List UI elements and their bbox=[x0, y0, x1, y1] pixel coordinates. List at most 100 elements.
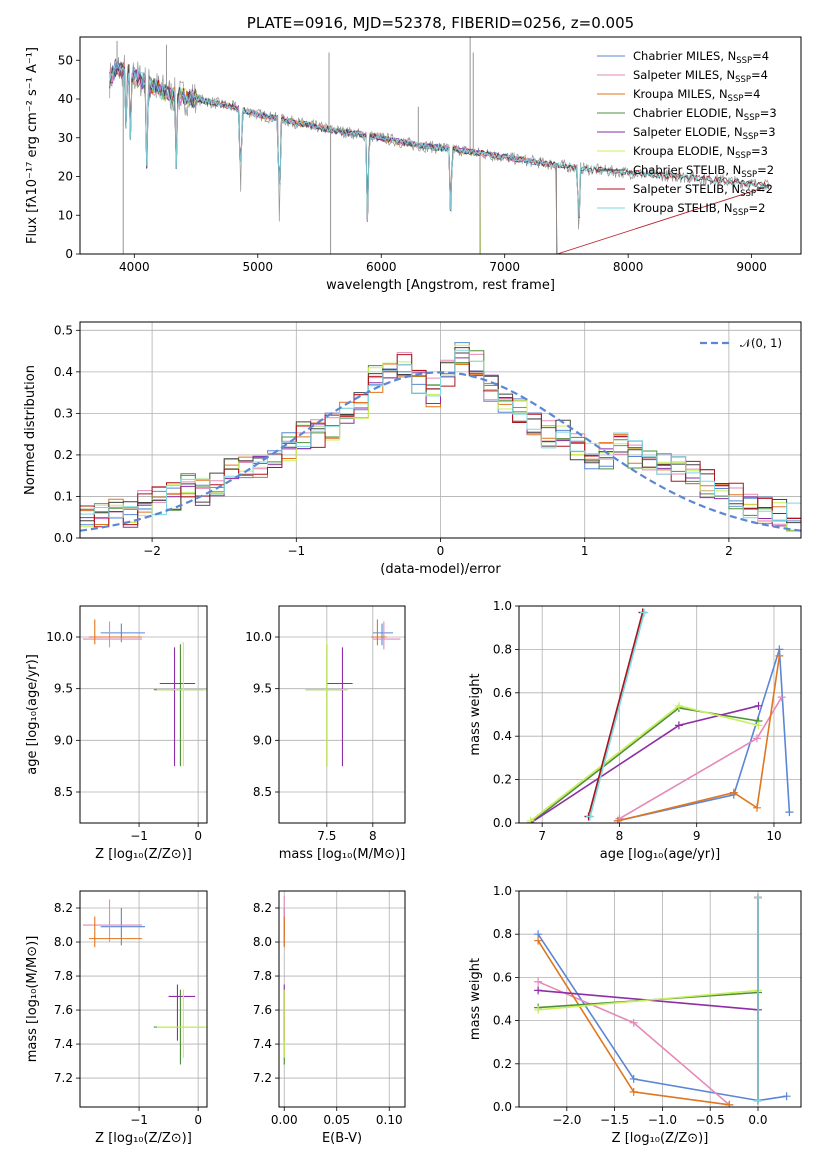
legend-label: Chabrier MILES, NSSP=4 bbox=[633, 49, 769, 66]
chart-title: PLATE=0916, MJD=52378, FIBERID=0256, z=0… bbox=[247, 14, 634, 32]
weight-age-frame bbox=[518, 605, 802, 824]
residuals-plot-area bbox=[80, 342, 801, 532]
weight-marker bbox=[777, 693, 786, 702]
y-tick-label: 10 bbox=[58, 208, 73, 222]
x-tick-label: 8 bbox=[369, 829, 377, 843]
weight-marker bbox=[754, 701, 763, 710]
y-tick-label: 9.0 bbox=[54, 733, 73, 747]
y-tick-label: 30 bbox=[58, 131, 73, 145]
weight-marker bbox=[753, 1096, 762, 1105]
weight-line-chabrier-miles bbox=[537, 933, 787, 1102]
legend-label: Salpeter ELODIE, NSSP=3 bbox=[633, 125, 776, 142]
x-tick-label: 5000 bbox=[243, 260, 274, 274]
x-tick-label: 10 bbox=[766, 829, 781, 843]
x-tick-label: 0.10 bbox=[376, 1113, 403, 1127]
y-tick-label: 8.0 bbox=[253, 935, 272, 949]
weight-marker bbox=[534, 977, 543, 986]
histogram-kroupa-stelib bbox=[80, 349, 801, 522]
weight-marker bbox=[640, 608, 649, 617]
y-tick-label: 40 bbox=[58, 92, 73, 106]
y-axis-label: mass [log₁₀(M/M⊙)] bbox=[25, 936, 40, 1063]
weight-line-kroupa-elodie bbox=[538, 989, 759, 1011]
weight-marker bbox=[629, 1018, 638, 1027]
x-tick-label: 1 bbox=[581, 544, 589, 558]
weight-line-chabrier-elodie bbox=[530, 707, 759, 823]
weight-marker bbox=[613, 816, 622, 823]
legend-label: 𝒩(0, 1) bbox=[740, 336, 782, 350]
age-Z-frame bbox=[79, 605, 208, 824]
weight-line-chabrier-miles bbox=[617, 649, 791, 822]
age-mass-axes: 7.5 8 8.5 9.0 9.5 10.0 mass [log₁₀(M/M⊙)] bbox=[245, 606, 405, 862]
residuals-axes: −2 −1 0 1 2 0.0 0.1 0.2 0.3 0.4 0.5 (data-model)/er… bbox=[23, 322, 801, 577]
weight-line-kroupa-miles bbox=[617, 655, 781, 822]
y-tick-label: 0.4 bbox=[493, 729, 512, 743]
y-tick-label: 10.0 bbox=[245, 630, 272, 644]
weight-marker bbox=[785, 808, 794, 817]
y-tick-label: 0 bbox=[65, 247, 73, 261]
weight-Z-frame bbox=[518, 890, 802, 1108]
y-tick-label: 7.6 bbox=[54, 1003, 73, 1017]
y-tick-label: 9.5 bbox=[54, 682, 73, 696]
y-tick-label: 0.4 bbox=[54, 365, 73, 379]
y-tick-label: 7.8 bbox=[253, 969, 272, 983]
y-tick-label: 0.6 bbox=[493, 686, 512, 700]
mass-ebv-axes: 0.00 0.05 0.10 7.2 7.4 7.6 7.8 8.0 8.2 E(B-V) bbox=[253, 891, 405, 1146]
x-tick-label: −1.5 bbox=[600, 1113, 629, 1127]
weight-Z-plot-area bbox=[534, 893, 791, 1107]
y-tick-label: 8.2 bbox=[54, 901, 73, 915]
y-axis-label: Normed distribution bbox=[23, 365, 38, 495]
y-axis-label: Flux [fλ10⁻¹⁷ erg cm⁻² s⁻¹ A⁻¹] bbox=[25, 47, 40, 244]
weight-marker bbox=[586, 812, 595, 821]
weight-marker bbox=[534, 1005, 543, 1014]
y-tick-label: 9.5 bbox=[253, 682, 272, 696]
x-axis-label: age [log₁₀(age/yr)] bbox=[600, 847, 721, 862]
y-tick-label: 0.4 bbox=[493, 1014, 512, 1028]
y-tick-label: 9.0 bbox=[253, 733, 272, 747]
legend-label: Kroupa STELIB, NSSP=2 bbox=[633, 201, 765, 218]
x-tick-label: 0 bbox=[194, 829, 202, 843]
x-axis-label: wavelength [Angstrom, rest frame] bbox=[326, 278, 555, 293]
x-tick-label: −0.5 bbox=[696, 1113, 725, 1127]
y-axis-label: mass weight bbox=[468, 673, 483, 755]
weight-marker bbox=[526, 816, 535, 823]
y-tick-label: 8.5 bbox=[253, 785, 272, 799]
y-tick-label: 8.2 bbox=[253, 901, 272, 915]
legend-label: Chabrier STELIB, NSSP=2 bbox=[633, 163, 774, 180]
x-tick-label: 8 bbox=[616, 829, 624, 843]
y-tick-label: 0.0 bbox=[493, 1100, 512, 1114]
spectrum-salpeter-elodie-line bbox=[109, 59, 481, 222]
age-Z-plot-area bbox=[82, 619, 207, 767]
y-tick-label: 7.8 bbox=[54, 969, 73, 983]
weight-marker bbox=[674, 721, 683, 730]
legend-label: Salpeter MILES, NSSP=4 bbox=[633, 68, 768, 85]
x-axis-label: mass [log₁₀(M/M⊙)] bbox=[279, 847, 406, 862]
x-axis-label: Z [log₁₀(Z/Z⊙)] bbox=[95, 847, 192, 862]
y-tick-label: 8.5 bbox=[54, 785, 73, 799]
y-tick-label: 0.3 bbox=[54, 406, 73, 420]
weight-line-kroupa-stelib bbox=[589, 612, 645, 817]
x-axis-label: Z [log₁₀(Z/Z⊙)] bbox=[95, 1131, 192, 1146]
x-tick-label: 7 bbox=[538, 829, 546, 843]
x-tick-label: 0.00 bbox=[271, 1113, 298, 1127]
y-tick-label: 1.0 bbox=[493, 599, 512, 613]
weight-marker bbox=[753, 893, 762, 902]
age-mass-plot-area bbox=[305, 619, 401, 767]
mass-ebv-frame bbox=[278, 890, 406, 1108]
x-tick-label: 6000 bbox=[366, 260, 397, 274]
x-tick-label: 2 bbox=[725, 544, 733, 558]
weight-marker bbox=[752, 734, 761, 743]
x-axis-label: E(B-V) bbox=[322, 1131, 362, 1146]
legend-label: Chabrier ELODIE, NSSP=3 bbox=[633, 106, 777, 123]
y-tick-label: 50 bbox=[58, 53, 73, 67]
x-tick-label: 8000 bbox=[613, 260, 644, 274]
weight-marker bbox=[754, 721, 763, 730]
y-tick-label: 7.4 bbox=[54, 1037, 73, 1051]
y-tick-label: 20 bbox=[58, 170, 73, 184]
y-tick-label: 10.0 bbox=[46, 630, 73, 644]
residuals-legend: 𝒩(0, 1) bbox=[700, 336, 782, 350]
weight-marker bbox=[725, 1100, 734, 1107]
spectrum-kroupa-stelib-line bbox=[109, 60, 770, 222]
mass-Z-axes: −1 0 7.2 7.4 7.6 7.8 8.0 8.2 Z [log₁₀(Z/Z⊙)] mass… bbox=[25, 891, 207, 1146]
y-tick-label: 1.0 bbox=[493, 884, 512, 898]
